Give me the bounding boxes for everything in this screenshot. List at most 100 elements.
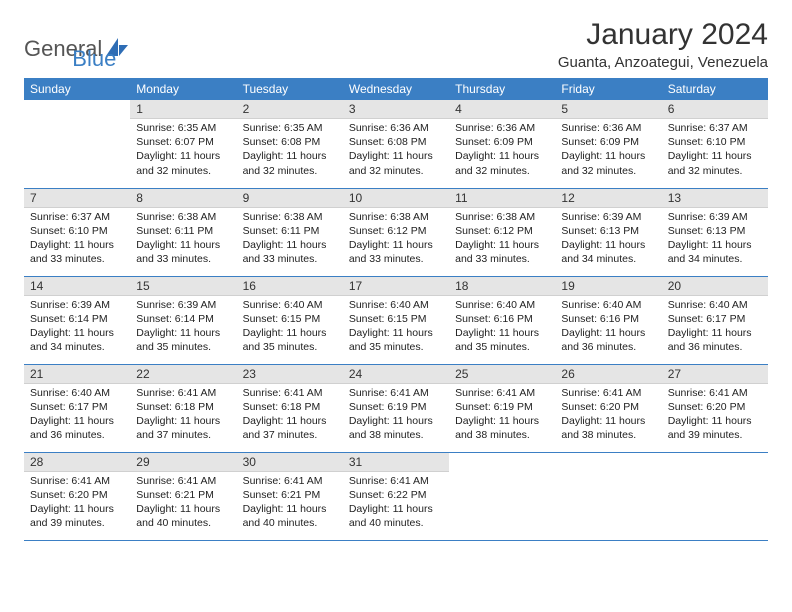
- day-detail-line: Sunset: 6:10 PM: [30, 224, 124, 238]
- title-block: January 2024 Guanta, Anzoategui, Venezue…: [558, 18, 768, 71]
- day-details: Sunrise: 6:40 AMSunset: 6:17 PMDaylight:…: [24, 384, 130, 447]
- day-detail-line: and 39 minutes.: [30, 516, 124, 530]
- day-number: 29: [130, 453, 236, 472]
- day-number: 13: [662, 189, 768, 208]
- calendar-day-cell: [662, 452, 768, 540]
- day-details: Sunrise: 6:40 AMSunset: 6:17 PMDaylight:…: [662, 296, 768, 359]
- day-detail-line: Sunset: 6:18 PM: [243, 400, 337, 414]
- day-detail-line: Daylight: 11 hours: [455, 238, 549, 252]
- day-details: Sunrise: 6:41 AMSunset: 6:19 PMDaylight:…: [449, 384, 555, 447]
- calendar-day-cell: 12Sunrise: 6:39 AMSunset: 6:13 PMDayligh…: [555, 188, 661, 276]
- day-number: 26: [555, 365, 661, 384]
- day-details: Sunrise: 6:36 AMSunset: 6:09 PMDaylight:…: [555, 119, 661, 182]
- calendar-day-cell: 1Sunrise: 6:35 AMSunset: 6:07 PMDaylight…: [130, 100, 236, 188]
- weekday-header: Friday: [555, 78, 661, 100]
- day-detail-line: Daylight: 11 hours: [30, 414, 124, 428]
- calendar-day-cell: 11Sunrise: 6:38 AMSunset: 6:12 PMDayligh…: [449, 188, 555, 276]
- day-details: Sunrise: 6:40 AMSunset: 6:15 PMDaylight:…: [237, 296, 343, 359]
- day-detail-line: Sunset: 6:12 PM: [349, 224, 443, 238]
- day-detail-line: Sunset: 6:11 PM: [136, 224, 230, 238]
- day-detail-line: Sunset: 6:07 PM: [136, 135, 230, 149]
- day-detail-line: Sunset: 6:20 PM: [30, 488, 124, 502]
- calendar-week-row: 21Sunrise: 6:40 AMSunset: 6:17 PMDayligh…: [24, 364, 768, 452]
- day-detail-line: Daylight: 11 hours: [349, 414, 443, 428]
- day-detail-line: Sunset: 6:08 PM: [243, 135, 337, 149]
- calendar-day-cell: 21Sunrise: 6:40 AMSunset: 6:17 PMDayligh…: [24, 364, 130, 452]
- day-detail-line: Daylight: 11 hours: [136, 238, 230, 252]
- day-detail-line: and 40 minutes.: [136, 516, 230, 530]
- day-detail-line: and 33 minutes.: [136, 252, 230, 266]
- day-number: 21: [24, 365, 130, 384]
- calendar-body: 1Sunrise: 6:35 AMSunset: 6:07 PMDaylight…: [24, 100, 768, 540]
- calendar-day-cell: 26Sunrise: 6:41 AMSunset: 6:20 PMDayligh…: [555, 364, 661, 452]
- logo: General Blue: [24, 18, 116, 72]
- day-detail-line: Sunrise: 6:36 AM: [561, 121, 655, 135]
- day-details: Sunrise: 6:39 AMSunset: 6:13 PMDaylight:…: [662, 208, 768, 271]
- calendar-day-cell: 30Sunrise: 6:41 AMSunset: 6:21 PMDayligh…: [237, 452, 343, 540]
- day-number: 8: [130, 189, 236, 208]
- calendar-day-cell: [24, 100, 130, 188]
- day-number: 14: [24, 277, 130, 296]
- day-detail-line: Sunset: 6:09 PM: [561, 135, 655, 149]
- location-text: Guanta, Anzoategui, Venezuela: [558, 54, 768, 71]
- day-details: Sunrise: 6:41 AMSunset: 6:19 PMDaylight:…: [343, 384, 449, 447]
- day-detail-line: and 34 minutes.: [30, 340, 124, 354]
- day-number: 24: [343, 365, 449, 384]
- day-detail-line: and 32 minutes.: [668, 164, 762, 178]
- calendar-day-cell: 13Sunrise: 6:39 AMSunset: 6:13 PMDayligh…: [662, 188, 768, 276]
- weekday-header: Thursday: [449, 78, 555, 100]
- day-details: Sunrise: 6:37 AMSunset: 6:10 PMDaylight:…: [662, 119, 768, 182]
- calendar-week-row: 7Sunrise: 6:37 AMSunset: 6:10 PMDaylight…: [24, 188, 768, 276]
- calendar-day-cell: 9Sunrise: 6:38 AMSunset: 6:11 PMDaylight…: [237, 188, 343, 276]
- calendar-day-cell: [555, 452, 661, 540]
- day-details: Sunrise: 6:41 AMSunset: 6:20 PMDaylight:…: [24, 472, 130, 535]
- day-detail-line: Daylight: 11 hours: [136, 414, 230, 428]
- day-detail-line: Sunset: 6:20 PM: [668, 400, 762, 414]
- day-details: Sunrise: 6:38 AMSunset: 6:12 PMDaylight:…: [449, 208, 555, 271]
- day-detail-line: Sunset: 6:10 PM: [668, 135, 762, 149]
- day-detail-line: Sunrise: 6:41 AM: [455, 386, 549, 400]
- calendar-table: SundayMondayTuesdayWednesdayThursdayFrid…: [24, 78, 768, 541]
- day-detail-line: and 33 minutes.: [455, 252, 549, 266]
- day-details: Sunrise: 6:37 AMSunset: 6:10 PMDaylight:…: [24, 208, 130, 271]
- calendar-day-cell: 6Sunrise: 6:37 AMSunset: 6:10 PMDaylight…: [662, 100, 768, 188]
- day-number: 10: [343, 189, 449, 208]
- day-detail-line: Daylight: 11 hours: [561, 149, 655, 163]
- day-detail-line: Sunset: 6:11 PM: [243, 224, 337, 238]
- day-detail-line: and 36 minutes.: [30, 428, 124, 442]
- day-details: Sunrise: 6:41 AMSunset: 6:21 PMDaylight:…: [237, 472, 343, 535]
- calendar-day-cell: [449, 452, 555, 540]
- day-detail-line: Sunrise: 6:41 AM: [349, 474, 443, 488]
- day-number: 11: [449, 189, 555, 208]
- day-detail-line: and 32 minutes.: [243, 164, 337, 178]
- weekday-header: Sunday: [24, 78, 130, 100]
- page-title: January 2024: [558, 18, 768, 52]
- day-details: Sunrise: 6:35 AMSunset: 6:07 PMDaylight:…: [130, 119, 236, 182]
- calendar-day-cell: 3Sunrise: 6:36 AMSunset: 6:08 PMDaylight…: [343, 100, 449, 188]
- day-details: Sunrise: 6:41 AMSunset: 6:20 PMDaylight:…: [555, 384, 661, 447]
- day-detail-line: Sunset: 6:14 PM: [136, 312, 230, 326]
- day-detail-line: Sunset: 6:15 PM: [349, 312, 443, 326]
- day-detail-line: Daylight: 11 hours: [136, 502, 230, 516]
- day-number: 16: [237, 277, 343, 296]
- day-details: Sunrise: 6:41 AMSunset: 6:18 PMDaylight:…: [237, 384, 343, 447]
- day-detail-line: and 32 minutes.: [136, 164, 230, 178]
- day-detail-line: Sunrise: 6:41 AM: [243, 386, 337, 400]
- day-detail-line: Sunrise: 6:41 AM: [561, 386, 655, 400]
- day-detail-line: and 37 minutes.: [243, 428, 337, 442]
- day-detail-line: and 38 minutes.: [561, 428, 655, 442]
- day-detail-line: Sunset: 6:08 PM: [349, 135, 443, 149]
- calendar-day-cell: 10Sunrise: 6:38 AMSunset: 6:12 PMDayligh…: [343, 188, 449, 276]
- day-number: 17: [343, 277, 449, 296]
- day-detail-line: Sunrise: 6:38 AM: [243, 210, 337, 224]
- day-detail-line: Sunset: 6:15 PM: [243, 312, 337, 326]
- day-detail-line: Daylight: 11 hours: [243, 326, 337, 340]
- calendar-day-cell: 16Sunrise: 6:40 AMSunset: 6:15 PMDayligh…: [237, 276, 343, 364]
- day-detail-line: Daylight: 11 hours: [349, 502, 443, 516]
- day-details: Sunrise: 6:40 AMSunset: 6:16 PMDaylight:…: [449, 296, 555, 359]
- day-detail-line: and 35 minutes.: [136, 340, 230, 354]
- calendar-day-cell: 29Sunrise: 6:41 AMSunset: 6:21 PMDayligh…: [130, 452, 236, 540]
- calendar-day-cell: 14Sunrise: 6:39 AMSunset: 6:14 PMDayligh…: [24, 276, 130, 364]
- weekday-header: Monday: [130, 78, 236, 100]
- day-number: 31: [343, 453, 449, 472]
